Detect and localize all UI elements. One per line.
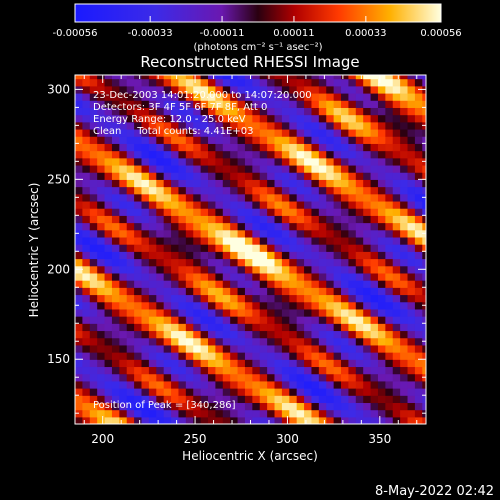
colorbar-tick-label: 0.00056 (420, 28, 461, 39)
colorbar-tick-labels: -0.00056 -0.00033 -0.00011 0.00011 0.00033 0.… (53, 28, 462, 39)
annotation-energy-range: Energy Range: 12.0 - 25.0 keV (93, 114, 246, 125)
heatmap-image (75, 75, 426, 424)
y-tick-label: 300 (47, 82, 70, 96)
annotation-detectors: Detectors: 3F 4F 5F 6F 7F 8F, Att 0 (93, 102, 267, 113)
annotation-clean-counts: Clean Total counts: 4.41E+03 (93, 126, 253, 137)
colorbar-tick-label: -0.00056 (53, 28, 98, 39)
chart-title: Reconstructed RHESSI Image (140, 53, 359, 71)
y-axis-label: Heliocentric Y (arcsec) (27, 183, 41, 318)
x-tick-label: 350 (368, 432, 391, 446)
colorbar (74, 3, 442, 23)
y-tick-labels: 150 200 250 300 (47, 82, 70, 366)
x-tick-label: 250 (184, 432, 207, 446)
y-tick-label: 200 (47, 262, 70, 276)
annotation-peak-position: Position of Peak = [340,286] (93, 400, 236, 411)
x-tick-label: 300 (276, 432, 299, 446)
colorbar-tick-label: -0.00011 (200, 28, 245, 39)
y-tick-label: 250 (47, 172, 70, 186)
y-tick-label: 150 (47, 352, 70, 366)
colorbar-tick-label: 0.00033 (345, 28, 386, 39)
colorbar-tick-label: -0.00033 (128, 28, 173, 39)
annotation-time-range: 23-Dec-2003 14:01:20.000 to 14:07:20.000 (93, 90, 312, 101)
axis-ticks (75, 75, 426, 424)
colorbar-units-label: (photons cm⁻² s⁻¹ asec⁻²) (193, 42, 322, 53)
x-tick-label: 200 (91, 432, 114, 446)
x-axis-label: Heliocentric X (arcsec) (182, 449, 318, 463)
footer-timestamp: 8-May-2022 02:42 (375, 484, 494, 499)
colorbar-tick-label: 0.00011 (273, 28, 314, 39)
x-tick-labels: 200 250 300 350 (91, 432, 391, 446)
colorbar-ticks (74, 16, 442, 22)
